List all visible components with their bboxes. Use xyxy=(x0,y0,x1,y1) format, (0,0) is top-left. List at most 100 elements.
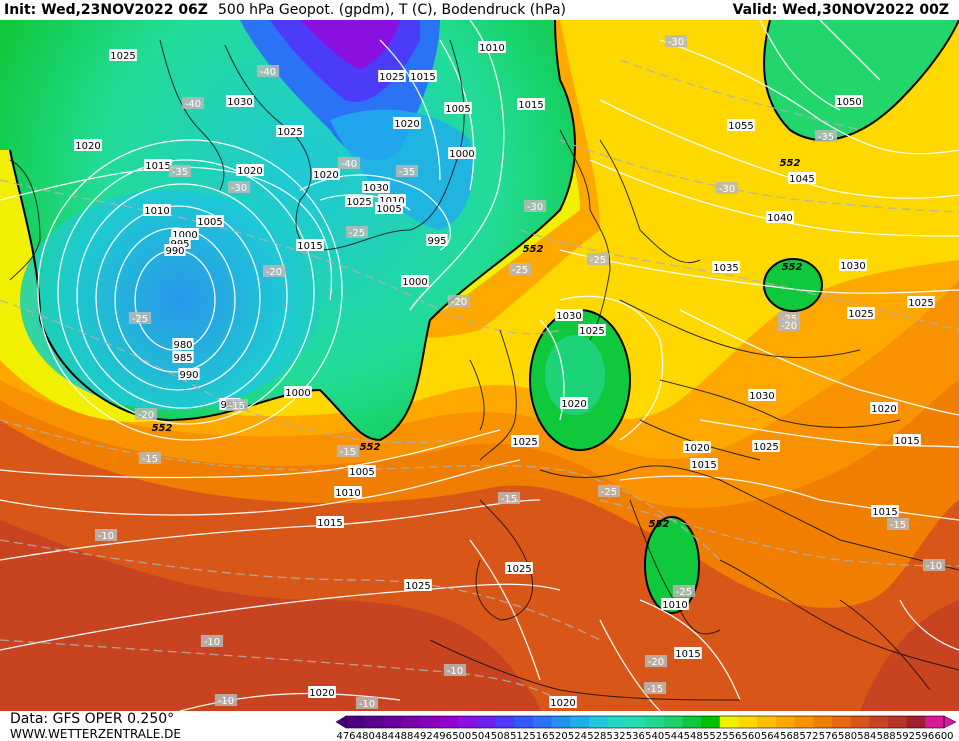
pressure-label: 1025 xyxy=(578,324,606,337)
svg-text:1035: 1035 xyxy=(713,263,738,274)
temperature-label: -35 xyxy=(814,130,838,143)
legend-swatch xyxy=(346,716,366,728)
svg-text:1020: 1020 xyxy=(871,404,896,415)
svg-text:-15: -15 xyxy=(647,684,663,695)
svg-text:1015: 1015 xyxy=(691,460,716,471)
legend-swatch xyxy=(775,716,795,728)
svg-text:1050: 1050 xyxy=(836,97,861,108)
svg-text:1000: 1000 xyxy=(285,388,310,399)
svg-text:-15: -15 xyxy=(340,447,356,458)
svg-text:1020: 1020 xyxy=(75,141,100,152)
svg-text:1030: 1030 xyxy=(227,97,252,108)
legend-swatch xyxy=(701,716,721,728)
legend-tick-label: 600 xyxy=(934,731,953,741)
svg-text:1020: 1020 xyxy=(550,698,575,709)
geopotential-label: 552 xyxy=(360,442,381,453)
pressure-label: 1005 xyxy=(375,202,403,215)
svg-text:-30: -30 xyxy=(668,37,684,48)
legend-tick-label: 552 xyxy=(703,731,722,741)
pressure-label: 1020 xyxy=(549,696,577,709)
pressure-label: 1025 xyxy=(511,435,539,448)
temperature-label: -20 xyxy=(777,319,801,332)
svg-text:1020: 1020 xyxy=(309,688,334,699)
legend-swatch xyxy=(663,716,683,728)
legend-tick-label: 508 xyxy=(491,731,510,741)
temperature-label: -35 xyxy=(168,165,192,178)
legend-arrow-right xyxy=(943,715,956,729)
data-source: Data: GFS OPER 0.250° xyxy=(10,711,175,727)
legend-tick-label: 544 xyxy=(664,731,683,741)
pressure-label: 1020 xyxy=(560,397,588,410)
temperature-label: -20 xyxy=(447,295,471,308)
svg-text:-10: -10 xyxy=(204,637,220,648)
temperature-label: -10 xyxy=(355,697,379,710)
svg-text:1025: 1025 xyxy=(379,72,404,83)
svg-text:1025: 1025 xyxy=(908,298,933,309)
svg-text:1015: 1015 xyxy=(872,507,897,518)
legend-swatch xyxy=(794,716,814,728)
legend-tick-label: 532 xyxy=(607,731,626,741)
legend-tick-label: 556 xyxy=(722,731,741,741)
temperature-label: -25 xyxy=(597,485,621,498)
pressure-label: 1020 xyxy=(236,164,264,177)
legend-swatch xyxy=(887,716,908,728)
legend-tick-label: 512 xyxy=(510,731,529,741)
svg-text:1005: 1005 xyxy=(197,217,222,228)
legend-tick-label: 568 xyxy=(780,731,799,741)
svg-text:1005: 1005 xyxy=(445,104,470,115)
svg-text:1020: 1020 xyxy=(237,166,262,177)
pressure-label: 1005 xyxy=(348,465,376,478)
svg-text:1020: 1020 xyxy=(561,399,586,410)
svg-text:-25: -25 xyxy=(512,265,528,276)
svg-text:-20: -20 xyxy=(451,297,467,308)
pressure-label: 1030 xyxy=(226,95,254,108)
svg-text:1030: 1030 xyxy=(840,261,865,272)
svg-text:1030: 1030 xyxy=(749,391,774,402)
legend-swatch xyxy=(626,716,646,728)
svg-text:1010: 1010 xyxy=(479,43,504,54)
svg-text:-30: -30 xyxy=(527,202,543,213)
pressure-label: 1045 xyxy=(788,172,816,185)
map-footer: Data: GFS OPER 0.250° WWW.WETTERZENTRALE… xyxy=(0,711,959,741)
legend-tick-label: 528 xyxy=(587,731,606,741)
legend-swatch xyxy=(682,716,702,728)
svg-text:-40: -40 xyxy=(260,67,276,78)
temperature-label: -15 xyxy=(138,452,162,465)
svg-text:1020: 1020 xyxy=(684,443,709,454)
svg-text:1015: 1015 xyxy=(894,436,919,447)
pressure-label: 1015 xyxy=(690,458,718,471)
pressure-label: 1000 xyxy=(401,275,429,288)
temperature-label: -35 xyxy=(395,165,419,178)
temperature-label: -40 xyxy=(181,97,205,110)
legend-tick-label: 564 xyxy=(761,731,780,741)
isobars xyxy=(0,20,959,711)
legend-tick-label: 504 xyxy=(471,731,490,741)
legend-swatch xyxy=(495,716,515,728)
map-header: Init: Wed,23NOV2022 06Z 500 hPa Geopot. … xyxy=(0,0,959,21)
pressure-label: 1015 xyxy=(674,647,702,660)
svg-text:-20: -20 xyxy=(266,267,282,278)
svg-text:-20: -20 xyxy=(781,321,797,332)
legend-swatch xyxy=(551,716,571,728)
legend-swatch xyxy=(719,716,739,728)
svg-text:1010: 1010 xyxy=(379,196,404,207)
temperature-label: -20 xyxy=(644,655,668,668)
legend-swatch xyxy=(645,716,665,728)
svg-text:1015: 1015 xyxy=(675,649,700,660)
pressure-label: 995 xyxy=(426,234,448,247)
svg-text:1025: 1025 xyxy=(405,581,430,592)
pressure-label: 1020 xyxy=(312,168,340,181)
svg-text:-25: -25 xyxy=(676,587,692,598)
svg-text:1025: 1025 xyxy=(753,442,778,453)
temperature-label: -30 xyxy=(664,35,688,48)
svg-text:-15: -15 xyxy=(229,401,245,412)
svg-text:1020: 1020 xyxy=(313,170,338,181)
svg-text:1040: 1040 xyxy=(767,213,792,224)
svg-text:-35: -35 xyxy=(172,167,188,178)
geopotential-label: 552 xyxy=(782,262,803,273)
temperature-label: -15 xyxy=(643,682,667,695)
color-fields xyxy=(0,20,959,711)
pressure-label: 1025 xyxy=(505,562,533,575)
svg-text:1025: 1025 xyxy=(848,309,873,320)
geopotential-label: 552 xyxy=(780,158,801,169)
